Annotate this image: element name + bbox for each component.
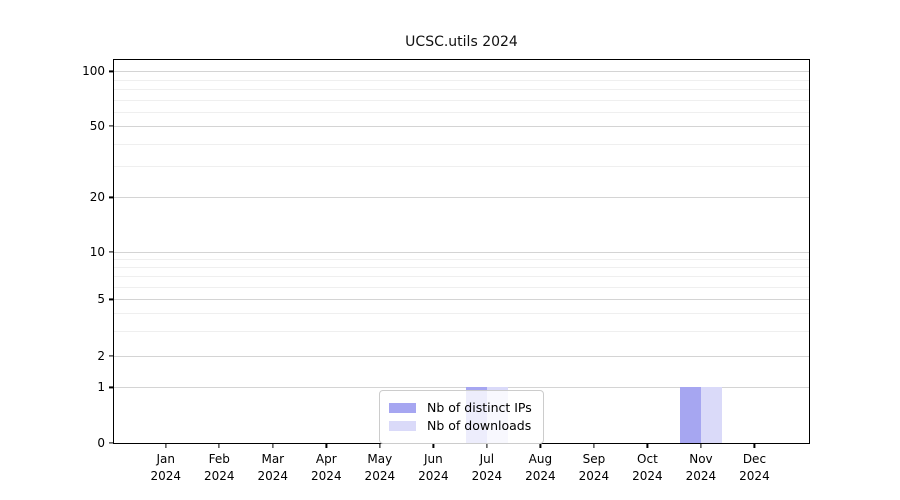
legend-entry: Nb of downloads [389, 418, 532, 433]
x-tick-mark [486, 443, 488, 448]
grid-line-minor [114, 112, 809, 114]
legend-entry: Nb of distinct IPs [389, 400, 532, 415]
grid-line-major [114, 355, 809, 357]
grid-line-major [114, 251, 809, 253]
x-tick-label: Aug 2024 [525, 451, 556, 486]
x-tick-month: Apr [315, 452, 337, 466]
y-tick-label: 0 [97, 436, 105, 450]
x-tick-label: Jul 2024 [472, 451, 503, 486]
x-tick-label: Mar 2024 [258, 451, 289, 486]
x-tick-label: May 2024 [365, 451, 396, 486]
y-tick-label: 2 [97, 348, 105, 363]
x-tick-month: Dec [742, 452, 767, 466]
grid-line-minor [114, 276, 809, 278]
legend-swatch [389, 402, 416, 413]
grid-line-major [114, 126, 809, 128]
grid-line-major [114, 71, 809, 73]
x-tick-label: Dec 2024 [739, 451, 770, 486]
bar [679, 387, 701, 443]
x-tick-year: 2024 [685, 469, 717, 484]
x-tick-mark [753, 443, 756, 448]
x-tick-mark [379, 443, 381, 448]
y-tick-label: 10 [89, 244, 105, 259]
chart-title: UCSC.utils 2024 [405, 34, 518, 50]
x-tick-mark [165, 443, 167, 448]
y-tick-label: 5 [97, 292, 105, 307]
y-tick-label: 50 [89, 119, 105, 134]
x-tick-year: 2024 [257, 469, 289, 484]
legend-label: Nb of downloads [427, 418, 532, 433]
grid-line-minor [114, 143, 809, 145]
x-tick-month: Feb [208, 452, 230, 466]
x-tick-month: Aug [528, 452, 553, 466]
x-tick-mark [325, 443, 327, 448]
x-tick-label: Oct 2024 [632, 451, 663, 486]
grid-line-minor [114, 313, 809, 315]
x-tick-year: 2024 [739, 469, 770, 484]
y-tick-mark [109, 70, 114, 73]
legend: Nb of distinct IPs Nb of downloads [379, 390, 544, 444]
x-tick-year: 2024 [578, 469, 610, 484]
grid-line-minor [114, 79, 809, 81]
y-tick-label: 100 [82, 64, 105, 79]
x-tick-label: Jun 2024 [418, 451, 449, 486]
x-tick-mark [432, 443, 434, 448]
bar [700, 387, 723, 443]
x-tick-label: Sep 2024 [579, 451, 610, 486]
x-tick-label: Feb 2024 [204, 451, 235, 486]
grid-line-minor [114, 331, 809, 333]
x-tick-year: 2024 [150, 469, 182, 484]
x-tick-year: 2024 [311, 469, 342, 484]
x-tick-mark [539, 443, 541, 448]
x-tick-month: Nov [689, 452, 713, 466]
x-tick-month: Mar [261, 452, 285, 466]
x-tick-year: 2024 [364, 469, 396, 484]
x-tick-year: 2024 [525, 469, 556, 484]
grid-line-minor [114, 89, 809, 91]
x-tick-month: Jul [479, 452, 495, 466]
y-tick-mark [109, 196, 114, 199]
x-tick-mark [646, 443, 648, 448]
x-tick-month: Sep [582, 452, 606, 466]
x-tick-mark [218, 443, 220, 448]
grid-line-major [114, 197, 809, 199]
x-tick-month: Oct [637, 452, 658, 466]
y-tick-mark [109, 298, 114, 300]
x-tick-month: Jan [156, 452, 176, 466]
x-tick-label: Nov 2024 [686, 451, 717, 486]
x-tick-month: May [367, 452, 393, 466]
x-tick-month: Jun [423, 452, 443, 466]
grid-line-minor [114, 287, 809, 289]
grid-line-minor [114, 166, 809, 168]
x-tick-label: Apr 2024 [311, 451, 342, 486]
grid-line-major [114, 387, 809, 389]
y-tick-mark [109, 386, 114, 389]
x-tick-year: 2024 [204, 469, 235, 484]
x-tick-year: 2024 [471, 469, 503, 484]
grid-line-major [114, 299, 809, 301]
y-tick-mark [109, 355, 114, 357]
y-tick-mark [109, 125, 114, 127]
grid-line-minor [114, 259, 809, 261]
grid-line-minor [114, 99, 809, 101]
y-tick-label: 20 [89, 190, 105, 205]
x-tick-label: Jan 2024 [150, 451, 181, 486]
x-tick-mark [593, 443, 595, 448]
x-tick-year: 2024 [632, 469, 663, 484]
y-tick-mark [109, 250, 114, 253]
legend-swatch [389, 420, 416, 431]
x-tick-mark [700, 443, 702, 448]
plot-area: 100 50 20 10 5 2 1 0 Jan 2024 Feb 2024 Mar 2024 Apr 202… [82, 59, 810, 483]
y-tick-mark [109, 442, 114, 444]
x-tick-year: 2024 [418, 469, 449, 484]
grid-line-minor [114, 267, 809, 269]
y-tick-label: 1 [97, 380, 105, 395]
x-tick-mark [272, 443, 274, 448]
legend-label: Nb of distinct IPs [427, 400, 532, 415]
